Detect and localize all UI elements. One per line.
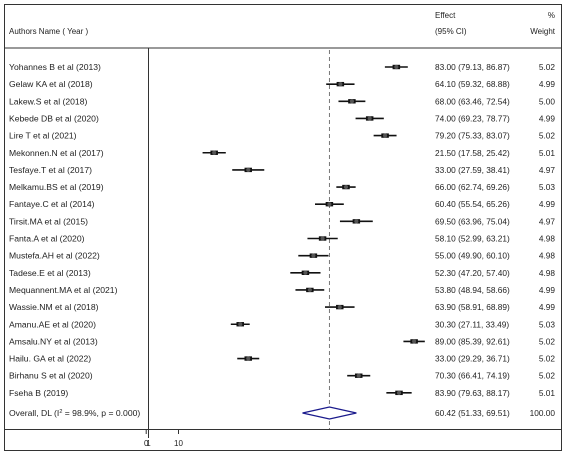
estimate-ci-text: 70.30 (66.41, 74.19) bbox=[435, 371, 510, 381]
weight-text: 4.99 bbox=[539, 199, 556, 209]
point-estimate bbox=[367, 116, 372, 121]
estimate-ci-text: 74.00 (69.23, 78.77) bbox=[435, 113, 510, 123]
estimate-ci-text: 83.90 (79.63, 88.17) bbox=[435, 388, 510, 398]
overall-row: Overall, DL (I2 = 98.9%, p = 0.000) 60.42… bbox=[9, 406, 556, 420]
weight-text: 5.02 bbox=[539, 336, 556, 346]
point-estimate bbox=[343, 184, 349, 190]
estimate-ci-text: 63.90 (58.91, 68.89) bbox=[435, 302, 510, 312]
study-label: Tirsit.MA et al (2015) bbox=[9, 216, 88, 226]
effect-column-header: Effect bbox=[435, 11, 456, 20]
estimate-ci-text: 21.50 (17.58, 25.42) bbox=[435, 148, 510, 158]
point-estimate bbox=[382, 133, 388, 138]
study-label: Fseha B (2019) bbox=[9, 388, 68, 398]
estimate-ci-text: 60.40 (55.54, 65.26) bbox=[435, 199, 510, 209]
study-label: Tadese.E et al (2013) bbox=[9, 268, 91, 278]
estimate-ci-text: 83.00 (79.13, 86.87) bbox=[435, 62, 510, 72]
study-label: Mustefa.AH et al (2022) bbox=[9, 251, 100, 261]
estimate-ci-text: 89.00 (85.39, 92.61) bbox=[435, 336, 510, 346]
estimate-ci-text: 79.20 (75.33, 83.07) bbox=[435, 131, 510, 141]
study-label: Mequannent.MA et al (2021) bbox=[9, 285, 118, 295]
estimate-ci-text: 33.00 (27.59, 38.41) bbox=[435, 165, 510, 175]
study-label: Yohannes B et al (2013) bbox=[9, 62, 101, 72]
weight-text: 5.03 bbox=[539, 182, 556, 192]
x-axis: 01 10 bbox=[144, 429, 183, 448]
estimate-ci-text: 53.80 (48.94, 58.66) bbox=[435, 285, 510, 295]
point-estimate bbox=[246, 167, 251, 172]
weight-text: 4.99 bbox=[539, 79, 556, 89]
point-estimate bbox=[320, 236, 325, 241]
weight-text: 5.02 bbox=[539, 131, 556, 141]
point-estimate bbox=[307, 287, 312, 293]
study-label: Fanta.A et al (2020) bbox=[9, 234, 85, 244]
estimate-ci-text: 30.30 (27.11, 33.49) bbox=[435, 319, 509, 329]
study-label: Fantaye.C et al (2014) bbox=[9, 199, 95, 209]
overall-weight-text: 100.00 bbox=[530, 408, 556, 418]
point-estimate bbox=[303, 270, 308, 275]
study-label: Tesfaye.T et al (2017) bbox=[9, 165, 92, 175]
weight-column-header: Weight bbox=[530, 27, 556, 36]
point-estimate bbox=[349, 99, 355, 104]
weight-text: 5.01 bbox=[539, 148, 556, 158]
estimate-ci-text: 55.00 (49.90, 60.10) bbox=[435, 251, 510, 261]
study-label: Hailu. GA et al (2022) bbox=[9, 354, 91, 364]
x-tick-label: 1 bbox=[146, 439, 151, 448]
authors-column-header: Authors Name ( Year ) bbox=[9, 27, 88, 36]
percent-column-header: % bbox=[548, 11, 555, 20]
point-estimate bbox=[412, 339, 417, 344]
point-estimate bbox=[354, 219, 359, 224]
overall-estimate-text: 60.42 (51.33, 69.51) bbox=[435, 408, 510, 418]
study-label: Mekonnen.N et al (2017) bbox=[9, 148, 104, 158]
weight-text: 4.98 bbox=[539, 234, 556, 244]
weight-text: 5.02 bbox=[539, 62, 556, 72]
weight-text: 4.99 bbox=[539, 302, 556, 312]
ci-column-header: (95% CI) bbox=[435, 27, 467, 36]
point-estimate bbox=[356, 373, 361, 378]
weight-text: 4.99 bbox=[539, 285, 556, 295]
estimate-ci-text: 69.50 (63.96, 75.04) bbox=[435, 216, 510, 226]
estimate-ci-text: 58.10 (52.99, 63.21) bbox=[435, 234, 510, 244]
point-estimate bbox=[311, 253, 316, 258]
weight-text: 4.97 bbox=[539, 165, 556, 175]
weight-text: 4.97 bbox=[539, 216, 556, 226]
point-estimate bbox=[246, 356, 251, 361]
estimate-ci-text: 68.00 (63.46, 72.54) bbox=[435, 96, 510, 106]
study-label: Lire T et al (2021) bbox=[9, 131, 77, 141]
estimate-ci-text: 52.30 (47.20, 57.40) bbox=[435, 268, 510, 278]
point-estimate bbox=[327, 202, 332, 207]
x-tick-label: 10 bbox=[174, 439, 183, 448]
overall-label: Overall, DL (I2 = 98.9%, p = 0.000) bbox=[9, 408, 140, 418]
study-rows: Yohannes B et al (2013) 83.00 (79.13, 86.… bbox=[9, 50, 555, 429]
study-label: Amsalu.NY et al (2013) bbox=[9, 336, 98, 346]
study-label: Gelaw KA et al (2018) bbox=[9, 79, 93, 89]
overall-diamond bbox=[302, 406, 357, 420]
study-label: Wassie.NM et al (2018) bbox=[9, 302, 99, 312]
estimate-ci-text: 64.10 (59.32, 68.88) bbox=[435, 79, 510, 89]
point-estimate bbox=[337, 305, 342, 310]
point-estimate bbox=[338, 82, 343, 87]
point-estimate bbox=[394, 64, 399, 70]
weight-text: 4.98 bbox=[539, 251, 556, 261]
plot-frame bbox=[4, 4, 562, 451]
weight-text: 5.00 bbox=[539, 96, 556, 106]
estimate-ci-text: 33.00 (29.29, 36.71) bbox=[435, 354, 510, 364]
x-tick-label: 0 bbox=[144, 439, 149, 448]
weight-text: 5.02 bbox=[539, 371, 556, 381]
weight-text: 5.01 bbox=[539, 388, 556, 398]
weight-text: 5.03 bbox=[539, 319, 556, 329]
study-label: Melkamu.BS et al (2019) bbox=[9, 182, 104, 192]
estimate-ci-text: 66.00 (62.74, 69.26) bbox=[435, 182, 510, 192]
weight-text: 4.99 bbox=[539, 113, 556, 123]
study-label: Lakew.S et al (2018) bbox=[9, 96, 87, 106]
point-estimate bbox=[396, 390, 402, 395]
point-estimate bbox=[238, 322, 243, 327]
study-label: Amanu.AE et al (2020) bbox=[9, 319, 96, 329]
weight-text: 5.02 bbox=[539, 354, 556, 364]
weight-text: 4.98 bbox=[539, 268, 556, 278]
study-label: Kebede DB et al (2020) bbox=[9, 113, 99, 123]
point-estimate bbox=[212, 150, 217, 155]
study-label: Birhanu S et al (2020) bbox=[9, 371, 93, 381]
